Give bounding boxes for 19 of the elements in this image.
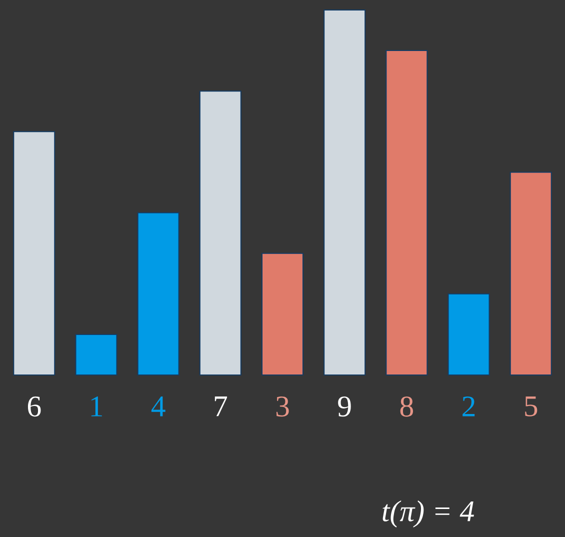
data-label: 1 (91, 396, 102, 416)
data-label: 7 (214, 396, 228, 416)
data-label: 9 (338, 396, 351, 417)
bar (75, 334, 118, 376)
bar (13, 131, 56, 376)
bar (324, 9, 366, 376)
bar (199, 90, 242, 376)
bar (262, 252, 304, 376)
data-label: 6 (28, 396, 41, 417)
data-label: 4 (151, 396, 166, 416)
data-label: 8 (400, 396, 414, 417)
bar (137, 212, 180, 376)
text: t(π) = 4 (382, 500, 474, 528)
bar (510, 172, 552, 376)
data-label: 2 (462, 396, 475, 416)
data-label: 5 (525, 396, 538, 416)
bar (386, 50, 428, 376)
data-label: 3 (276, 396, 289, 417)
bar (448, 293, 490, 376)
